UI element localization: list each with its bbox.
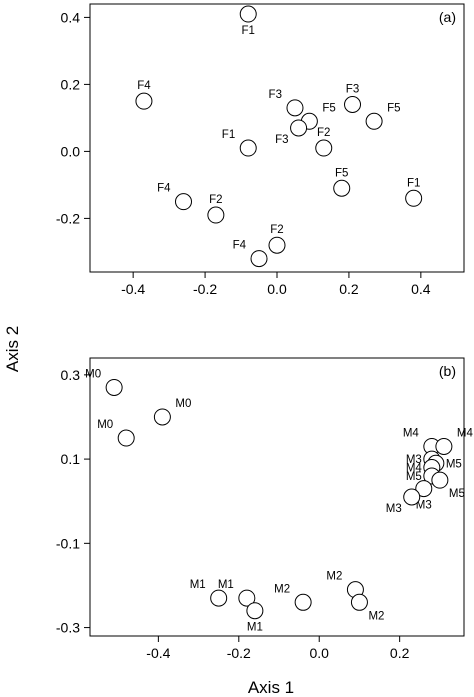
chart-1-point-marker [294,593,312,611]
chart-1-point-marker [415,480,433,498]
chart-0-point-marker [405,189,423,207]
chart-0-point-label: F3 [269,89,282,101]
chart-0-point-marker [250,250,268,268]
y-axis-title: Axis 2 [3,326,22,372]
chart-0-point-marker [290,119,308,137]
chart-1-point-label: M2 [368,610,384,622]
chart-1-point-label: M3 [406,454,422,466]
chart-0-point-label: F5 [322,102,335,114]
chart-1-point-label: M1 [190,579,206,591]
chart-0-point-label: F2 [209,194,222,206]
chart-0-point-marker [286,99,304,117]
chart-0-point-label: F4 [157,183,171,195]
chart-0-point-label: F3 [346,84,359,96]
chart-1-point-marker [117,429,135,447]
chart-1-point-marker [350,593,368,611]
chart-1-x-tick-label: 0.2 [390,645,410,661]
chart-0-x-tick-label: -0.2 [193,281,217,297]
chart-1-point-label: M3 [386,503,402,515]
chart-0-x-tick-label: 0.0 [267,281,287,297]
chart-1-y-tick-label: -0.3 [56,620,80,636]
chart-1-point-label: M2 [274,583,290,595]
panel-b: -0.4 -0.2 0.0 0.2 -0.3 -0.1 0.1 0.3 (b) M0 M0 M0 M1 M… [56,357,474,661]
chart-0-point-marker [344,96,362,113]
chart-1-point-label: M1 [247,622,263,634]
chart-1-point-label: M5 [446,458,462,470]
chart-0-x-tick-label: 0.2 [339,281,359,297]
chart-1-point-label: M4 [457,427,474,439]
chart-1-point-label: M1 [218,579,234,591]
chart-0-y-tick-label: -0.2 [56,210,80,226]
chart-1-y-tick-label: -0.1 [56,535,80,551]
chart-1-point-marker [403,488,421,506]
chart-1-point-label: M5 [406,471,422,483]
chart-1-panel-label: (b) [439,363,456,379]
chart-0-point-marker [175,193,192,211]
chart-0-y-tick-label: 0.4 [61,9,81,25]
chart-1-x-tick-label: -0.2 [227,645,251,661]
chart-1-point-marker [210,589,228,607]
chart-1-point-label: M4 [406,463,423,475]
chart-0-point-label: F5 [335,167,348,179]
chart-0-point-marker [268,236,286,254]
chart-0-x-tick-label: 0.4 [411,281,431,297]
chart-0-point-label: F2 [317,127,330,139]
chart-0-point-marker [135,92,153,110]
chart-0-point-label: F5 [387,102,400,114]
x-axis-title: Axis 1 [248,678,294,697]
chart-0-x-tick-label: -0.4 [121,281,145,297]
chart-1-point-label: M4 [403,427,420,439]
chart-1-point-marker [105,378,123,396]
chart-1-point-label: M2 [326,571,342,583]
chart-1-point-marker [435,437,453,455]
chart-1-point-label: M5 [449,488,465,500]
chart-1-x-tick-label: -0.4 [146,645,170,661]
chart-0-point-label: F1 [407,177,420,189]
chart-1-point-marker [431,471,449,489]
chart-1-point-marker [153,408,171,426]
chart-1-y-tick-label: 0.1 [61,451,81,467]
chart-0-point-label: F4 [137,80,151,92]
chart-0-point-label: F3 [275,134,288,146]
chart-0-y-tick-label: 0.0 [61,143,81,159]
chart-0-point-marker [333,179,351,197]
chart-0-point-marker [207,206,225,224]
chart-1-plot-frame [89,357,465,637]
chart-0-point-label: F4 [233,240,247,252]
chart-0-point-marker [239,139,257,157]
chart-1-point-label: M0 [85,368,101,380]
chart-0-point-label: F1 [222,129,235,141]
panel-a: -0.4 -0.2 0.0 0.2 0.4 -0.2 0.0 0.2 0.4 (a) F1 F4 F3 F… [56,3,465,297]
chart-0-point-label: F1 [242,25,255,37]
chart-1-point-label: M0 [97,419,113,431]
chart-0-point-marker [365,112,383,130]
chart-0-panel-label: (a) [439,9,456,25]
chart-1-point-marker [238,589,256,607]
chart-0-y-tick-label: 0.2 [61,76,81,92]
chart-1-point-label: M3 [416,500,432,512]
chart-1-x-tick-label: 0.0 [309,645,329,661]
chart-0-point-marker [239,5,257,23]
chart-1-y-tick-label: 0.3 [61,367,81,383]
chart-0-point-marker [315,139,333,157]
chart-1-point-marker [246,602,264,620]
chart-1-point-label: M0 [175,398,191,410]
chart-0-point-label: F2 [270,224,283,236]
